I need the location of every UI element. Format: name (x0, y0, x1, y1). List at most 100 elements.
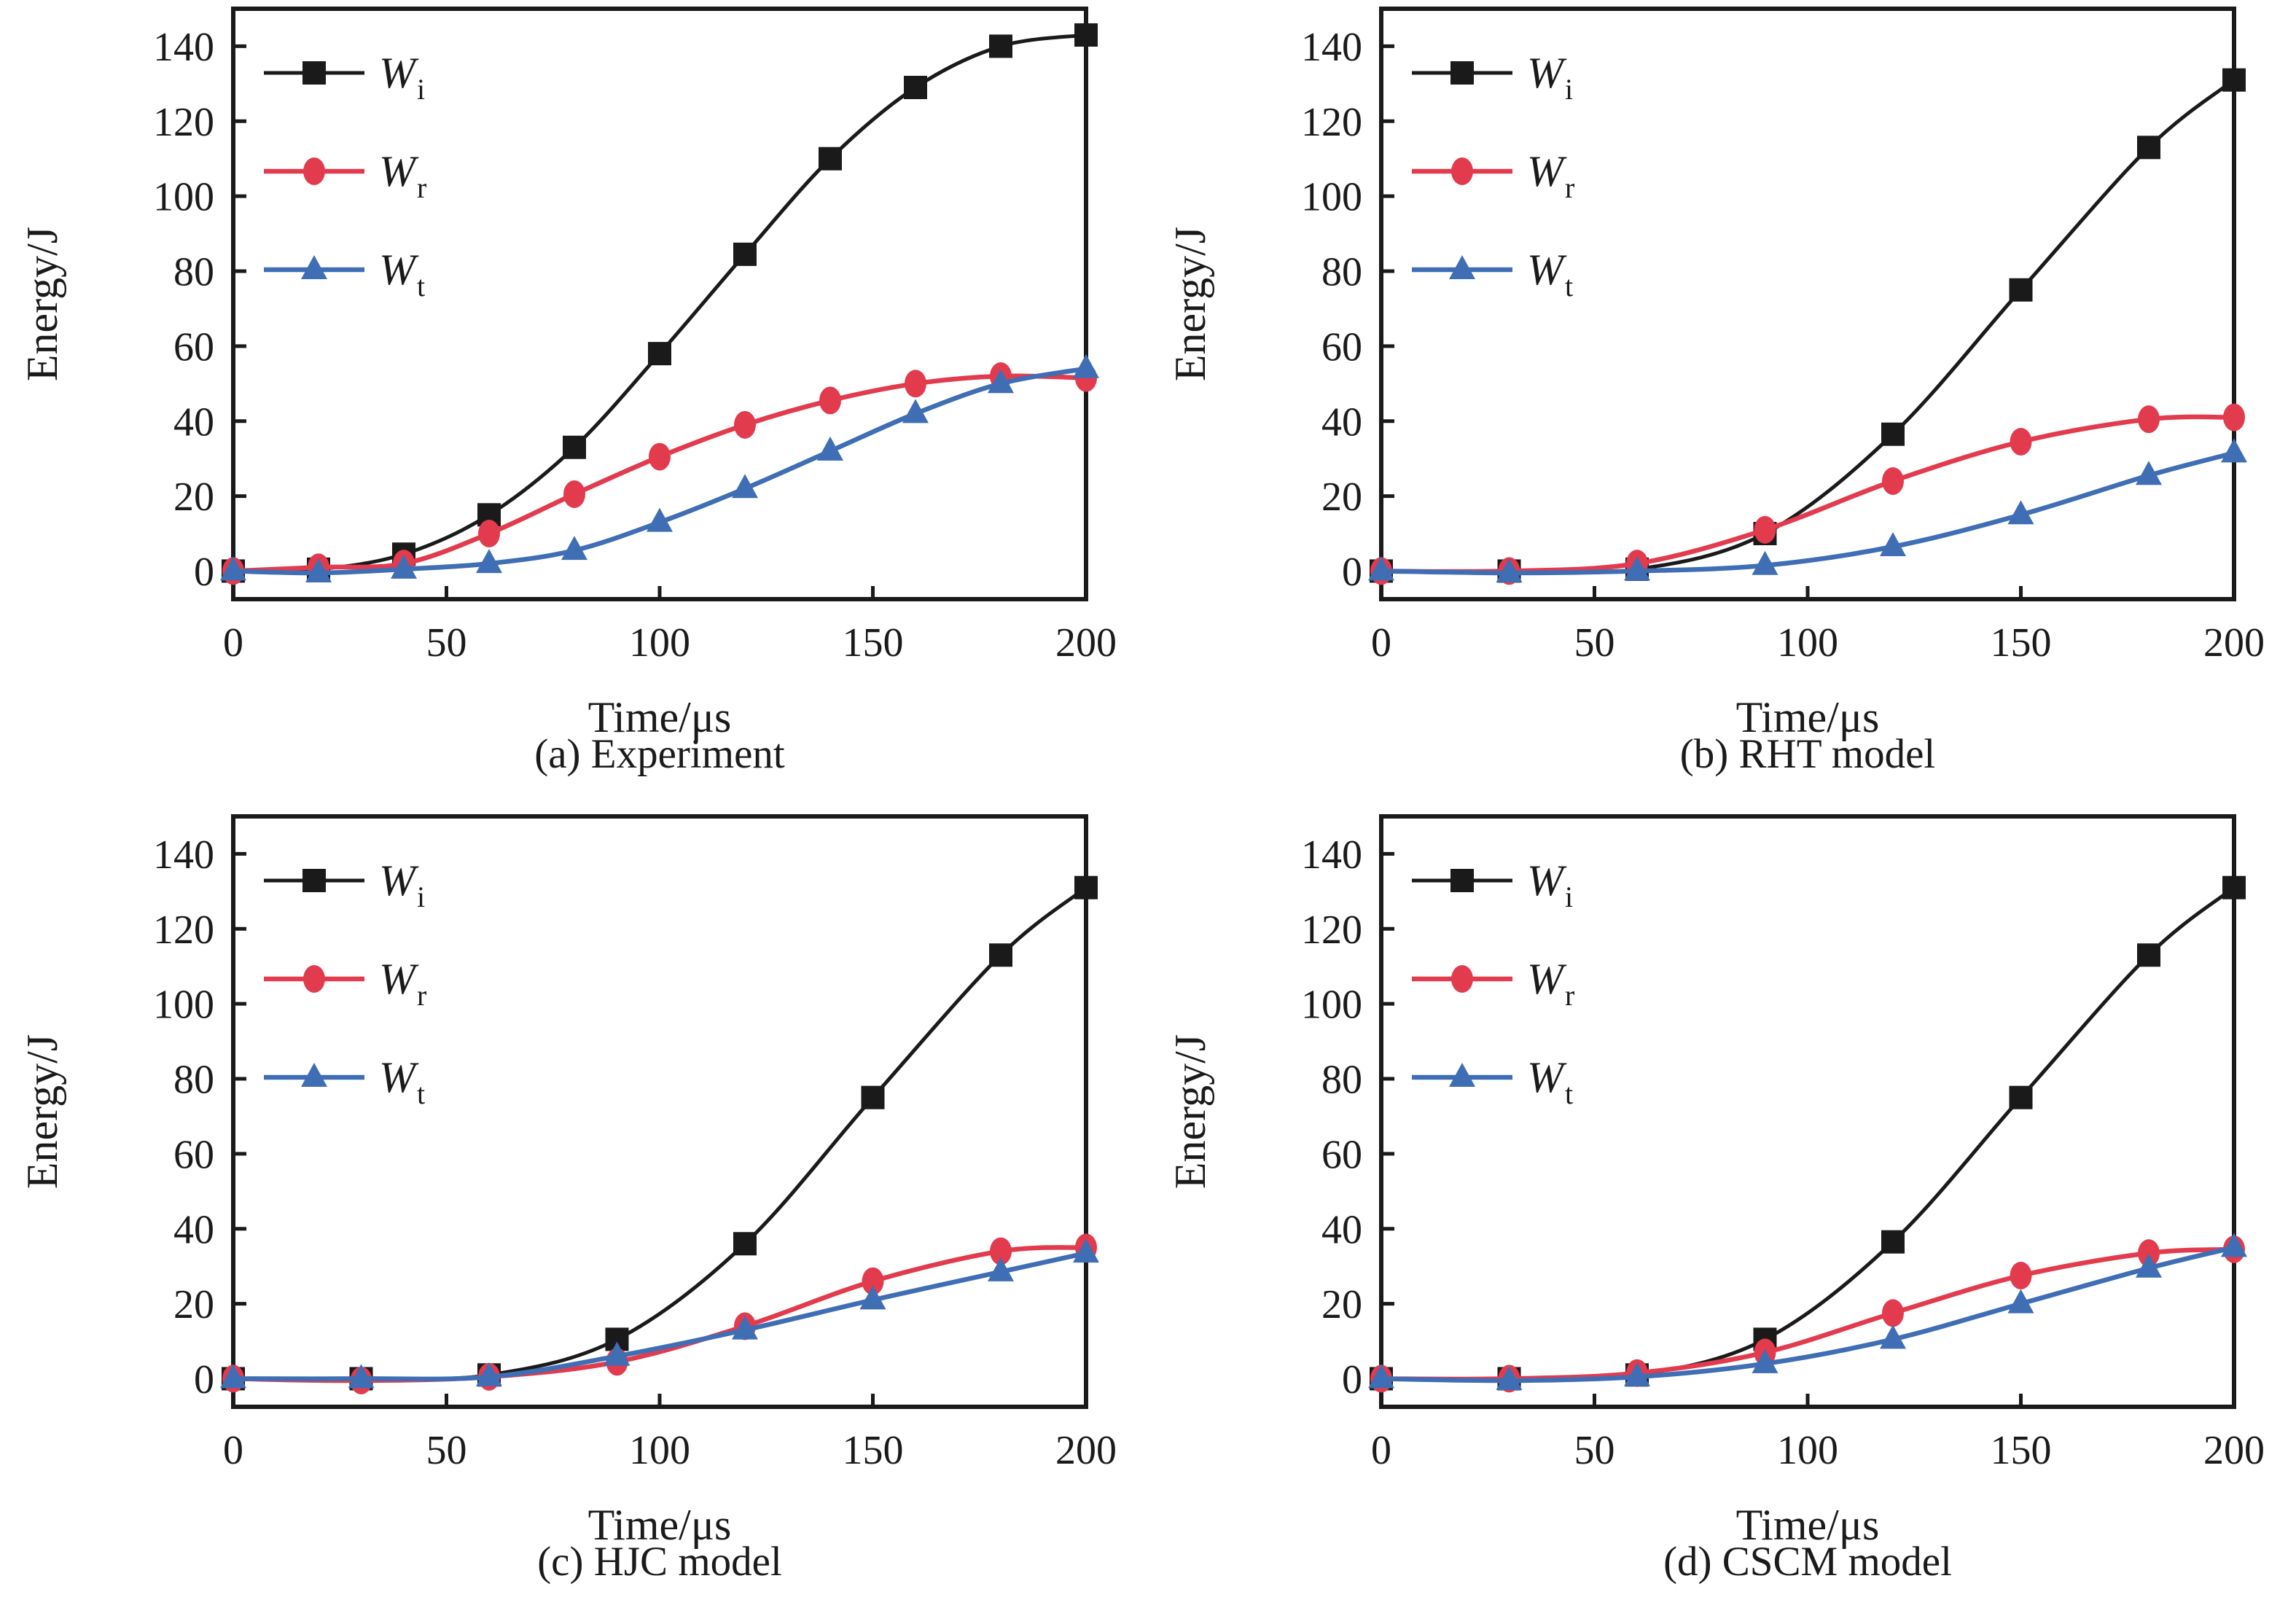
triangle-marker (732, 474, 758, 499)
series-line-W-r (1378, 414, 2237, 574)
legend-label: Wt (379, 246, 425, 302)
square-marker (733, 242, 757, 266)
triangle-marker (2136, 461, 2162, 485)
y-axis-tick-label: 140 (153, 832, 214, 878)
x-axis-tick-label: 200 (1055, 1428, 1117, 1473)
x-axis-tick-label: 100 (629, 1428, 690, 1473)
y-axis-tick-label: 120 (153, 907, 214, 953)
triangle-marker (647, 507, 673, 532)
legend-label: Wi (379, 856, 425, 913)
triangle-marker (1624, 1362, 1650, 1386)
triangle-marker (220, 1364, 246, 1389)
y-axis-label: Energy/J (18, 1034, 66, 1189)
triangle-marker (817, 436, 843, 461)
plot-frame (1379, 814, 2236, 1409)
x-axis-label: Time/μs (588, 1501, 732, 1549)
square-marker (1881, 1230, 1905, 1254)
circle-marker (819, 386, 841, 415)
chart-b-rht-model: 0 20 40 60 80 100 120 140 0 50 100 150 200 Energy/J Ti… (1166, 7, 2265, 741)
x-axis-tick-label: 150 (1991, 1428, 2052, 1473)
x-axis-label: Time/μs (1736, 1501, 1880, 1549)
square-marker (989, 943, 1012, 967)
circle-marker (2138, 405, 2160, 434)
series-line-W-t (1378, 450, 2237, 576)
y-axis-tick-label: 40 (1321, 399, 1362, 445)
y-axis-tick-label: 80 (173, 250, 214, 295)
triangle-marker (301, 1063, 327, 1087)
y-axis-tick-label: 120 (153, 100, 214, 145)
triangle-marker (391, 554, 417, 579)
x-axis-tick-label: 150 (1991, 620, 2052, 665)
circle-marker (734, 410, 756, 439)
x-axis-label: Time/μs (1736, 693, 1880, 741)
y-axis-tick-label: 40 (173, 1207, 214, 1252)
y-axis-label: Energy/J (1166, 227, 1214, 381)
triangle-marker (1752, 1348, 1778, 1373)
x-axis-tick-label: 100 (1777, 1428, 1838, 1473)
triangle-marker (902, 399, 929, 423)
triangle-marker (1624, 556, 1650, 581)
series-line-W-t (1378, 1245, 2237, 1383)
x-axis-tick-label: 0 (223, 1428, 243, 1473)
plot-frame (1379, 7, 2236, 601)
x-axis-tick-label: 100 (629, 620, 690, 665)
y-axis-tick-label: 140 (153, 25, 214, 70)
legend-label: Wr (379, 147, 426, 204)
caption-b: (b) RHT model (1679, 731, 1936, 777)
y-axis-tick-label: 60 (173, 1132, 214, 1177)
legend-label: Wr (379, 955, 426, 1012)
square-marker (2009, 1085, 2033, 1109)
square-marker (2137, 943, 2160, 967)
x-axis-tick-label: 100 (1777, 620, 1838, 665)
circle-marker (649, 442, 671, 471)
triangle-marker (305, 558, 332, 582)
x-axis-tick-label: 50 (426, 1428, 467, 1473)
y-axis-tick-label: 60 (1321, 324, 1362, 370)
square-marker (2009, 278, 2033, 302)
series-line-W-i (1379, 886, 2236, 1381)
panel-a-experiment: 0 20 40 60 80 100 120 140 0 50 100 150 200 Energy/J Ti… (0, 0, 1148, 808)
circle-marker (2010, 1262, 2032, 1289)
triangle-marker (604, 1341, 630, 1366)
series-line-W-t (230, 366, 1089, 576)
triangle-marker (476, 549, 502, 574)
x-axis-tick-label: 0 (1371, 620, 1391, 665)
y-axis-tick-label: 140 (1301, 832, 1362, 878)
y-axis-label: Energy/J (1166, 1034, 1214, 1189)
legend-label: Wi (379, 49, 425, 106)
square-marker (904, 76, 927, 99)
y-axis-tick-label: 0 (1342, 1357, 1362, 1402)
series-line-W-r (230, 373, 1089, 574)
chart-d-cscm-model: 0 20 40 60 80 100 120 140 0 50 100 150 200 Energy/J Ti… (1166, 814, 2265, 1549)
triangle-marker (1880, 532, 1906, 556)
square-marker (861, 1085, 885, 1109)
square-marker (648, 342, 671, 366)
legend-label: Wi (1527, 49, 1573, 106)
y-axis-tick-label: 140 (1301, 25, 1362, 70)
y-axis-tick-label: 100 (1301, 983, 1362, 1028)
y-axis-tick-label: 0 (194, 550, 214, 595)
series-line-W-i (231, 886, 1088, 1381)
panel-d-cscm-model: 0 20 40 60 80 100 120 140 0 50 100 150 200 Energy/J Ti… (1148, 808, 2296, 1615)
triangle-marker (1368, 556, 1394, 581)
x-axis-tick-label: 50 (1574, 1428, 1615, 1473)
triangle-marker (348, 1364, 375, 1389)
circle-marker (303, 965, 325, 993)
triangle-marker (2007, 1289, 2034, 1314)
series-line-W-t (230, 1250, 1089, 1382)
y-axis-tick-label: 120 (1301, 907, 1362, 953)
y-axis-tick-label: 60 (1321, 1132, 1362, 1177)
triangle-marker (561, 536, 587, 561)
square-marker (819, 147, 842, 171)
legend-label: Wr (1527, 955, 1574, 1012)
y-axis-tick-label: 20 (1321, 475, 1362, 520)
triangle-marker (1073, 354, 1099, 378)
y-axis-label: Energy/J (18, 227, 66, 381)
y-axis-tick-label: 0 (194, 1357, 214, 1402)
square-marker (2137, 136, 2160, 160)
y-axis-tick-label: 0 (1342, 550, 1362, 595)
chart-c-hjc-model: 0 20 40 60 80 100 120 140 0 50 100 150 200 Energy/J Ti… (18, 814, 1117, 1549)
circle-marker (905, 370, 926, 398)
square-marker (1450, 869, 1474, 892)
